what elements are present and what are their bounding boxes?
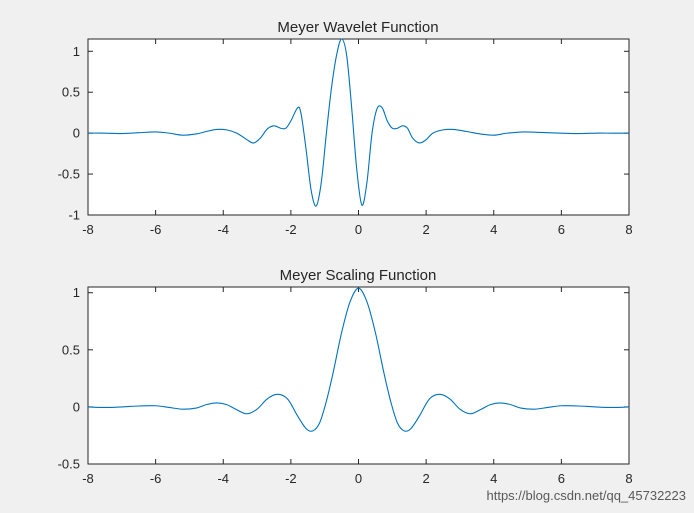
wavelet-x-tick-label: -8 bbox=[82, 222, 94, 237]
scaling-x-tick-label: 4 bbox=[490, 471, 497, 486]
wavelet-x-tick-label: 8 bbox=[625, 222, 632, 237]
wavelet-y-tick-label: 0.5 bbox=[62, 85, 80, 100]
wavelet-y-tick-label: -0.5 bbox=[58, 167, 80, 182]
scaling-series-line bbox=[88, 287, 629, 432]
scaling-y-tick-label: 0 bbox=[73, 399, 80, 414]
scaling-x-tick-label: -8 bbox=[82, 471, 94, 486]
wavelet-x-tick-label: 6 bbox=[558, 222, 565, 237]
scaling-x-tick-label: -6 bbox=[150, 471, 162, 486]
wavelet-y-tick-label: -1 bbox=[68, 208, 80, 223]
scaling-x-tick-label: 6 bbox=[558, 471, 565, 486]
wavelet-x-tick-label: 2 bbox=[423, 222, 430, 237]
scaling-x-tick-label: -2 bbox=[285, 471, 297, 486]
scaling-x-tick-label: -4 bbox=[217, 471, 229, 486]
wavelet-x-tick-label: -2 bbox=[285, 222, 297, 237]
wavelet-series-line bbox=[88, 38, 629, 207]
scaling-x-tick-label: 8 bbox=[625, 471, 632, 486]
wavelet-x-tick-label: 4 bbox=[490, 222, 497, 237]
wavelet-title: Meyer Wavelet Function bbox=[277, 19, 438, 36]
wavelet-x-tick-label: -6 bbox=[150, 222, 162, 237]
scaling-y-tick-label: 0.5 bbox=[62, 342, 80, 357]
scaling-subplot: Meyer Scaling Function -8 -6 -4 -2 0 2 4 6 8 -0.5… bbox=[58, 267, 633, 486]
scaling-x-tick-label: 2 bbox=[423, 471, 430, 486]
scaling-x-tick-label: 0 bbox=[355, 471, 362, 486]
scaling-y-tick-label: -0.5 bbox=[58, 457, 80, 472]
wavelet-x-tick-label: -4 bbox=[217, 222, 229, 237]
wavelet-x-tick-label: 0 bbox=[355, 222, 362, 237]
wavelet-subplot: Meyer Wavelet Function -8 -6 -4 -2 0 2 4 6 8 -1 -0… bbox=[58, 19, 633, 237]
scaling-axes-box bbox=[87, 286, 630, 465]
scaling-title: Meyer Scaling Function bbox=[280, 267, 437, 284]
scaling-y-tick-label: 1 bbox=[73, 285, 80, 300]
wavelet-y-tick-label: 1 bbox=[73, 44, 80, 59]
watermark-text: https://blog.csdn.net/qq_45732223 bbox=[487, 488, 687, 503]
wavelet-y-tick-label: 0 bbox=[73, 126, 80, 141]
